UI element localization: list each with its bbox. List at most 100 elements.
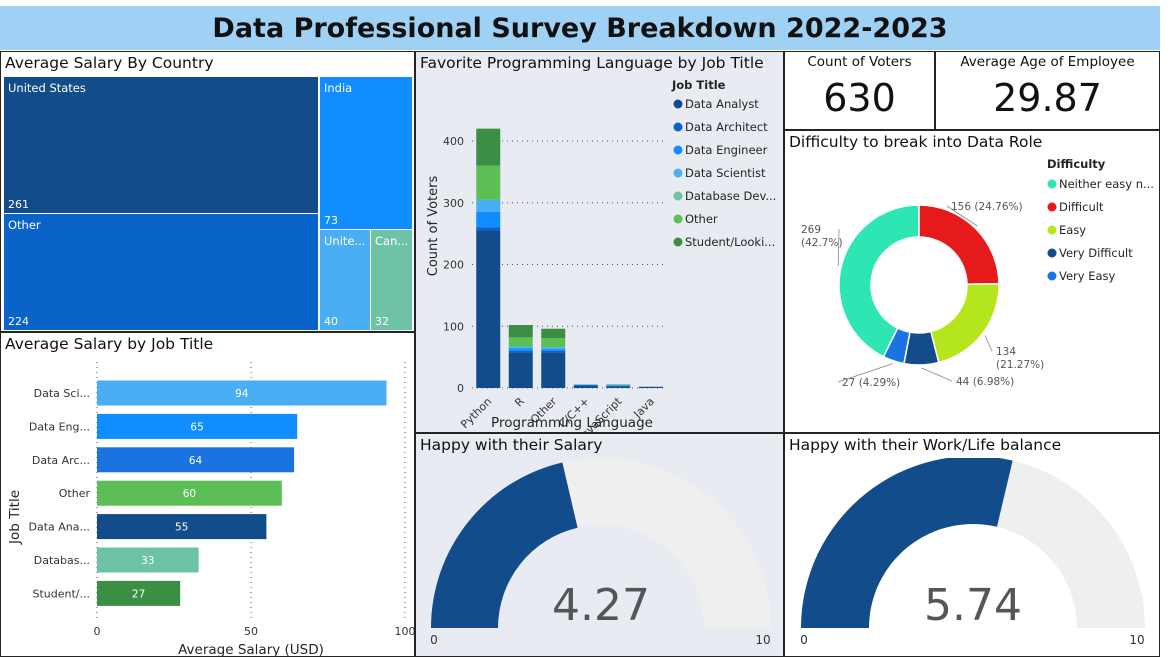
treemap-tile[interactable] [320, 230, 370, 330]
treemap-tile-label: India [324, 81, 352, 95]
stack-ytick: 400 [443, 135, 464, 148]
treemap-tile-value: 40 [324, 315, 338, 328]
stack-bar-segment[interactable] [541, 337, 566, 348]
stack-bar-segment[interactable] [508, 346, 533, 349]
hbar-category-label: Data Arc... [32, 454, 90, 467]
hbar-category-label: Other [59, 487, 91, 500]
treemap-panel[interactable]: Average Salary By Country United States 2… [0, 51, 415, 332]
stack-ylabel: Count of Voters [426, 176, 441, 277]
dashboard-title-bar: Data Professional Survey Breakdown 2022-… [0, 6, 1160, 50]
donut-panel[interactable]: Difficulty to break into Data Role 269 (4… [784, 130, 1160, 433]
bar-chart-panel[interactable]: Average Salary by Job Title 0 50 100 Data … [0, 332, 415, 657]
stack-legend-label[interactable]: Student/Looki... [685, 235, 775, 249]
hbar-data-label: 94 [235, 388, 249, 400]
gauge-min-label: 0 [430, 633, 438, 647]
bar-ylabel: Job Title [7, 490, 23, 545]
donut-legend-marker [1047, 248, 1057, 258]
stack-bar-segment[interactable] [606, 386, 631, 388]
treemap-title: Average Salary By Country [5, 54, 214, 72]
stack-bar-segment[interactable] [638, 386, 663, 388]
donut-legend-label[interactable]: Difficult [1059, 200, 1104, 214]
gauge-salary-panel[interactable]: Happy with their Salary 4.27 0 10 [415, 433, 784, 657]
donut-slice[interactable] [918, 204, 1000, 286]
treemap-chart: United States 261 Other 224 India 73 Unite... 4… [4, 77, 412, 330]
hbar-bar[interactable] [97, 514, 267, 540]
hbar-bar[interactable] [97, 380, 387, 406]
stack-bar-segment[interactable] [476, 227, 501, 231]
donut-data-pct: (42.7%) [801, 237, 843, 249]
stack-bar-segment[interactable] [606, 384, 631, 386]
stack-chart-title: Favorite Programming Language by Job Tit… [420, 54, 764, 72]
donut-slice[interactable] [929, 283, 1000, 364]
hbar-category-label: Data Ana... [29, 521, 91, 534]
stack-bar-segment[interactable] [508, 350, 533, 353]
stack-legend-label[interactable]: Data Engineer [685, 143, 768, 157]
stack-legend-label[interactable]: Data Scientist [685, 166, 766, 180]
gauge-fill[interactable] [801, 458, 1013, 628]
donut-slice[interactable] [838, 204, 920, 358]
stack-bar-segment[interactable] [476, 212, 501, 228]
stack-bar-segment[interactable] [508, 337, 533, 347]
treemap-tile[interactable] [4, 77, 318, 213]
donut-legend-label[interactable]: Very Easy [1059, 269, 1116, 283]
stack-legend-label[interactable]: Database Dev... [685, 189, 776, 203]
stack-bar-segment[interactable] [573, 384, 598, 386]
stack-bar-segment[interactable] [541, 350, 566, 353]
stack-bar-segment[interactable] [573, 385, 598, 388]
hbar-bar[interactable] [97, 413, 298, 439]
treemap-tile[interactable] [371, 230, 412, 330]
gauge-fill[interactable] [431, 462, 578, 628]
voters-label: Count of Voters [807, 54, 912, 70]
donut-legend-marker [1047, 202, 1057, 212]
hbar-bar[interactable] [97, 480, 282, 506]
hbar-bar[interactable] [97, 580, 181, 606]
donut-legend-label[interactable]: Easy [1059, 223, 1086, 237]
stack-bar-segment[interactable] [573, 384, 598, 385]
stack-bar-segment[interactable] [541, 347, 566, 350]
donut-title: Difficulty to break into Data Role [789, 133, 1043, 151]
donut-legend-label[interactable]: Neither easy n... [1059, 177, 1154, 191]
gauge-salary-title: Happy with their Salary [420, 436, 603, 454]
hbar-bar[interactable] [97, 447, 295, 473]
treemap-tile[interactable] [4, 214, 318, 330]
treemap-tile-label: Unite... [324, 234, 365, 248]
stack-bar-segment[interactable] [508, 325, 533, 338]
hbar-xtick: 50 [244, 625, 258, 638]
stack-legend-label[interactable]: Other [685, 212, 718, 226]
treemap-tile[interactable] [320, 77, 412, 229]
stack-bar-segment[interactable] [606, 385, 631, 387]
donut-leader-line [837, 363, 893, 383]
gauge-value: 5.74 [924, 580, 1022, 631]
gauge-balance-panel[interactable]: Happy with their Work/Life balance 5.74 0… [784, 433, 1160, 657]
donut-legend-marker [1047, 179, 1057, 189]
stack-ytick: 0 [457, 382, 464, 395]
stack-bar-segment[interactable] [541, 349, 566, 351]
treemap-tile-label: United States [8, 81, 86, 95]
hbar-data-label: 64 [189, 455, 203, 467]
stack-bar-segment[interactable] [508, 352, 533, 388]
donut-slice[interactable] [882, 327, 911, 365]
stack-bar-segment[interactable] [508, 348, 533, 351]
age-value: 29.87 [993, 76, 1102, 120]
stack-legend-label[interactable]: Data Analyst [685, 97, 759, 111]
stack-bar-segment[interactable] [606, 384, 631, 385]
hbar-bar[interactable] [97, 547, 199, 573]
stack-bar-segment[interactable] [541, 328, 566, 338]
treemap-tile-value: 224 [8, 315, 29, 328]
stack-ytick: 300 [443, 197, 464, 210]
stack-bar-segment[interactable] [476, 165, 501, 200]
donut-legend-label[interactable]: Very Difficult [1059, 246, 1133, 260]
bar-xlabel: Average Salary (USD) [178, 642, 324, 657]
stack-bar-segment[interactable] [476, 199, 501, 213]
stack-legend-label[interactable]: Data Architect [685, 120, 768, 134]
stack-bar-segment[interactable] [476, 230, 501, 388]
hbar-xtick: 100 [395, 625, 415, 638]
stack-chart-panel[interactable]: Favorite Programming Language by Job Tit… [415, 51, 784, 433]
stack-xtick: Python [458, 395, 494, 431]
donut-data-label: 156 (24.76%) [951, 201, 1023, 213]
hbar-data-label: 33 [141, 555, 154, 567]
stack-bar-segment[interactable] [541, 352, 566, 388]
stack-legend-marker [673, 191, 683, 201]
treemap-tile-label: Other [8, 218, 41, 232]
stack-bar-segment[interactable] [476, 128, 501, 166]
